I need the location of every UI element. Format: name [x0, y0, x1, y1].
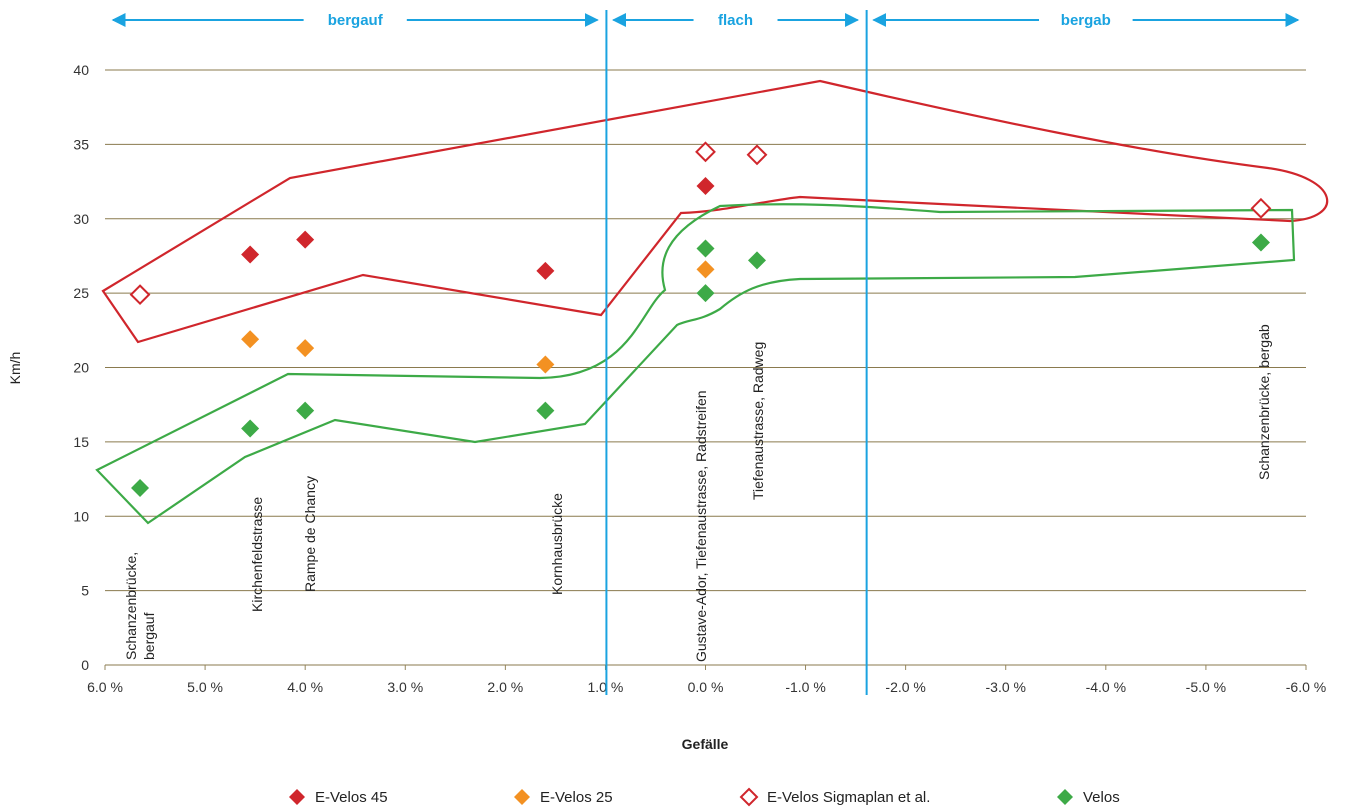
y-tick-label: 40: [73, 62, 89, 78]
legend: E-Velos 45 E-Velos 25 E-Velos Sigmaplan et…: [289, 787, 1120, 807]
legend-marker: [289, 789, 305, 805]
x-tick-label: -5.0 %: [1186, 679, 1226, 695]
x-tick-label: 2.0 %: [487, 679, 523, 695]
point-e-velos-sigmaplan-et-al-: [129, 284, 151, 306]
y-tick-label: 10: [73, 508, 89, 524]
y-tick-label: 35: [73, 136, 89, 152]
legend-marker: [1057, 789, 1073, 805]
point-e-velos-45: [536, 261, 555, 280]
region-label: bergauf: [328, 12, 384, 29]
x-tick-label: 3.0 %: [387, 679, 423, 695]
region-label: bergab: [1061, 12, 1111, 29]
region-dividers: [605, 10, 868, 695]
legend-label: Velos: [1083, 789, 1120, 806]
location-label: Gustave-Ador, Tiefenaustrasse, Radstreif…: [693, 390, 709, 662]
y-tick-label: 5: [81, 583, 89, 599]
x-tick-label: 0.0 %: [688, 679, 724, 695]
region-label: flach: [718, 12, 753, 29]
envelope-velos: [95, 203, 1296, 525]
envelope-e-velos: [101, 79, 1329, 344]
point-velos: [696, 239, 715, 258]
point-e-velos-25: [296, 339, 315, 358]
point-velos: [1251, 233, 1270, 252]
point-e-velos-45: [241, 245, 260, 264]
legend-marker: [514, 789, 530, 805]
x-tick-label: 4.0 %: [287, 679, 323, 695]
x-tick-label: -3.0 %: [986, 679, 1026, 695]
point-velos: [748, 251, 766, 270]
y-tick-label: 20: [73, 360, 89, 376]
y-axis-ticks: 0 5 10 15 20 25 30 35 40: [73, 62, 89, 673]
point-velos: [536, 401, 555, 420]
point-velos: [131, 478, 150, 497]
x-axis-ticks: 6.0 % 5.0 % 4.0 % 3.0 % 2.0 % 1.0 % 0.0 % -1.0 …: [87, 665, 1326, 695]
legend-label: E-Velos 25: [540, 789, 613, 806]
location-label: Tiefenaustrasse, Radweg: [750, 342, 766, 500]
legend-marker: [739, 787, 759, 807]
x-tick-label: -6.0 %: [1286, 679, 1326, 695]
y-axis-title: Km/h: [7, 352, 23, 385]
region-arrows: bergauf flach bergab: [111, 12, 1300, 29]
point-e-velos-25: [696, 260, 715, 279]
point-e-velos-25: [536, 355, 555, 374]
x-tick-label: -4.0 %: [1086, 679, 1126, 695]
envelopes: [95, 79, 1329, 525]
location-label: bergauf: [141, 612, 157, 660]
location-label: Kirchenfeldstrasse: [249, 497, 265, 612]
y-tick-label: 25: [73, 285, 89, 301]
location-label: Rampe de Chancy: [302, 476, 318, 592]
x-tick-label: 1.0 %: [588, 679, 624, 695]
data-points: [129, 141, 1272, 497]
x-tick-label: 5.0 %: [187, 679, 223, 695]
x-tick-label: 6.0 %: [87, 679, 123, 695]
point-e-velos-25: [241, 330, 260, 349]
y-tick-label: 30: [73, 211, 89, 227]
point-e-velos-sigmaplan-et-al-: [1250, 197, 1272, 219]
point-e-velos-45: [296, 230, 315, 249]
point-e-velos-sigmaplan-et-al-: [695, 141, 716, 163]
point-velos: [696, 284, 715, 303]
point-velos: [296, 401, 315, 420]
x-tick-label: -2.0 %: [885, 679, 925, 695]
location-label: Schanzenbrücke, bergab: [1256, 324, 1272, 480]
point-e-velos-sigmaplan-et-al-: [746, 144, 768, 166]
y-tick-label: 0: [81, 657, 89, 673]
location-label: Schanzenbrücke,: [123, 552, 139, 660]
x-tick-label: -1.0 %: [785, 679, 825, 695]
y-tick-label: 15: [73, 434, 89, 450]
location-label: Kornhausbrücke: [549, 493, 565, 595]
x-axis-title: Gefälle: [682, 736, 729, 752]
legend-label: E-Velos Sigmaplan et al.: [767, 789, 930, 806]
point-velos: [241, 419, 260, 438]
point-e-velos-45: [696, 177, 715, 196]
legend-label: E-Velos 45: [315, 789, 388, 806]
location-labels: Schanzenbrücke, bergauf Kirchenfeldstrasse…: [123, 324, 1272, 662]
